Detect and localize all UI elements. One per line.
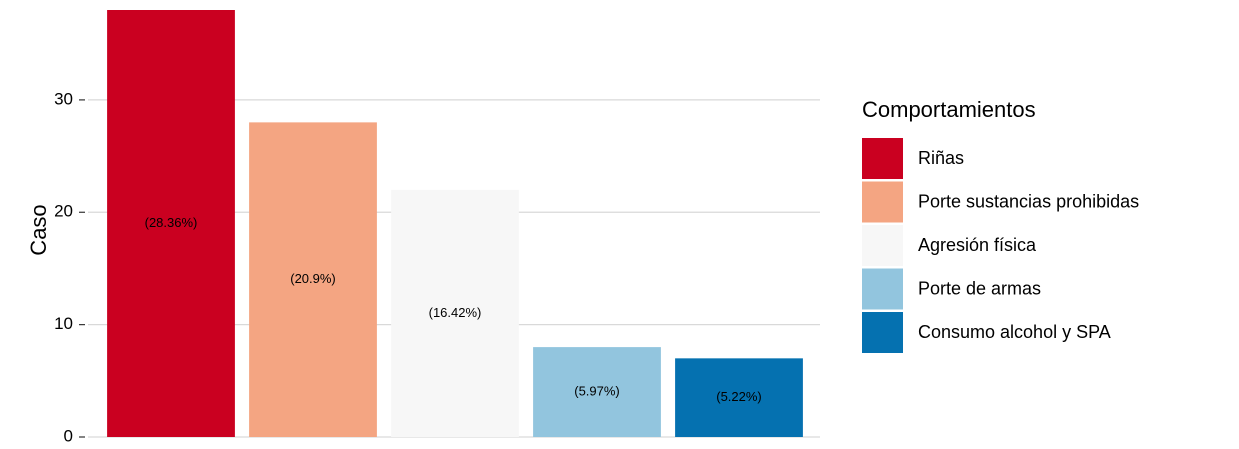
bar (533, 347, 661, 437)
y-tick-label: 30 (54, 89, 73, 108)
y-axis-label: Caso (26, 204, 51, 255)
legend-key (862, 312, 903, 353)
legend-label: Riñas (918, 148, 964, 168)
legend-key (862, 138, 903, 179)
legend-key (862, 225, 903, 266)
y-tick-label: 20 (54, 202, 73, 221)
legend-label: Agresión física (918, 235, 1037, 255)
bar (675, 358, 803, 437)
data-label: (5.22%) (716, 389, 762, 404)
legend-title: Comportamientos (862, 97, 1036, 122)
data-label: (16.42%) (429, 305, 482, 320)
legend-key (862, 181, 903, 223)
data-label: (20.9%) (290, 271, 336, 286)
legend-key (862, 268, 903, 310)
data-label: (5.97%) (574, 383, 620, 398)
bar (249, 122, 377, 438)
y-tick-label: 0 (64, 426, 73, 445)
legend-label: Porte de armas (918, 278, 1041, 298)
legend-label: Consumo alcohol y SPA (918, 322, 1111, 342)
data-label: (28.36%) (145, 215, 198, 230)
y-tick-label: 10 (54, 314, 73, 333)
bar (391, 189, 519, 437)
bar (107, 10, 235, 437)
legend-label: Porte sustancias prohibidas (918, 191, 1139, 211)
